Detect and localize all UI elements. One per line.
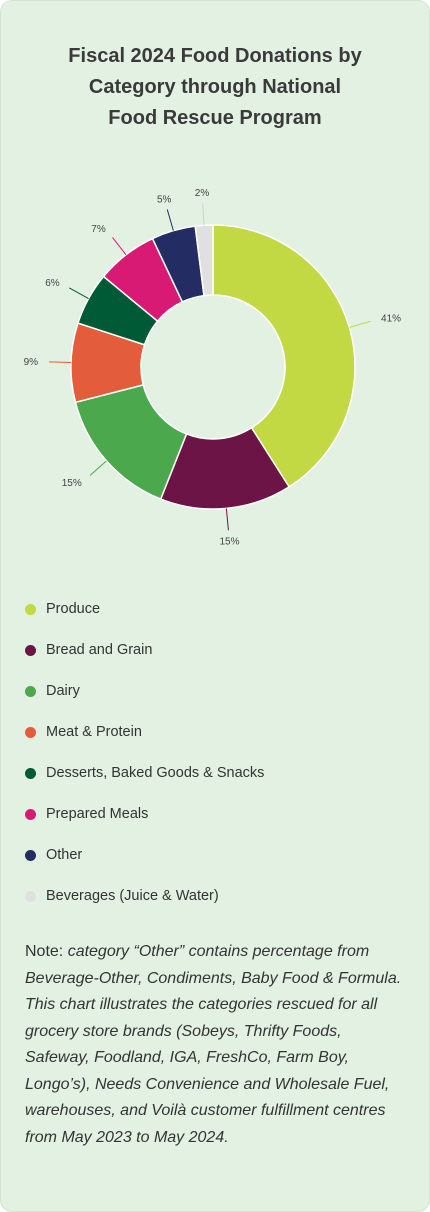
legend-item-other: Other (25, 843, 405, 867)
legend-item-produce: Produce (25, 597, 405, 621)
chart-title: Fiscal 2024 Food Donations by Category t… (21, 41, 409, 134)
legend-label: Bread and Grain (46, 642, 153, 658)
legend-item-dairy: Dairy (25, 679, 405, 703)
donut-chart: 41% 15% 15% 9% 6% 7% 5% 2% (24, 188, 402, 548)
legend-label: Other (46, 847, 83, 863)
leader-line-prepared-meals (112, 237, 127, 256)
leader-line-other (166, 209, 174, 231)
legend-item-meat-protein: Meat & Protein (25, 720, 405, 744)
data-label-beverages-juice-water: 2% (195, 188, 210, 199)
data-label-produce: 41% (381, 314, 401, 325)
legend-label: Prepared Meals (46, 806, 149, 822)
legend-swatch (25, 890, 36, 902)
data-label-meat-protein: 9% (24, 357, 39, 368)
legend-label: Beverages (Juice & Water) (46, 888, 219, 904)
legend-item-bread-and-grain: Bread and Grain (25, 638, 405, 662)
data-label-prepared-meals: 7% (91, 224, 106, 235)
legend-label: Desserts, Baked Goods & Snacks (46, 765, 265, 781)
legend-item-beverages-juice-water: Beverages (Juice & Water) (25, 884, 405, 908)
data-label-bread-and-grain: 15% (219, 537, 239, 548)
leader-line-beverages-juice-water (202, 203, 205, 226)
chart-title-line-1: Fiscal 2024 Food Donations by (68, 45, 362, 67)
data-label-other: 5% (157, 194, 172, 205)
legend-item-prepared-meals: Prepared Meals (25, 802, 405, 826)
data-label-desserts-baked-goods-snacks: 6% (45, 278, 60, 289)
legend-swatch (25, 644, 36, 656)
leader-line-desserts-baked-goods-snacks (69, 287, 89, 300)
legend-swatch (25, 849, 36, 861)
legend-swatch (25, 685, 36, 697)
note-text: category “Other” contains percentage fro… (25, 943, 402, 1146)
leader-line-meat-protein (49, 361, 72, 364)
legend-swatch (25, 726, 36, 738)
legend-item-desserts-baked-goods-snacks: Desserts, Baked Goods & Snacks (25, 761, 405, 785)
legend-label: Dairy (46, 683, 80, 699)
legend-label: Produce (46, 601, 101, 617)
legend-swatch (25, 603, 36, 615)
chart-title-line-3: Food Rescue Program (108, 107, 322, 129)
note-prefix: Note: (25, 943, 68, 960)
legend-label: Meat & Protein (46, 724, 142, 740)
data-label-dairy: 15% (62, 478, 82, 489)
chart-note: Note: category “Other” contains percenta… (25, 939, 409, 1151)
legend-swatch (25, 808, 36, 820)
legend-swatch (25, 767, 36, 779)
slice-beverages-juice-water (194, 224, 214, 297)
slice-produce (212, 224, 356, 488)
leader-line-dairy (89, 460, 107, 476)
leader-line-produce (349, 320, 371, 328)
leader-line-bread-and-grain (225, 508, 229, 531)
chart-title-line-2: Category through National (88, 76, 342, 98)
